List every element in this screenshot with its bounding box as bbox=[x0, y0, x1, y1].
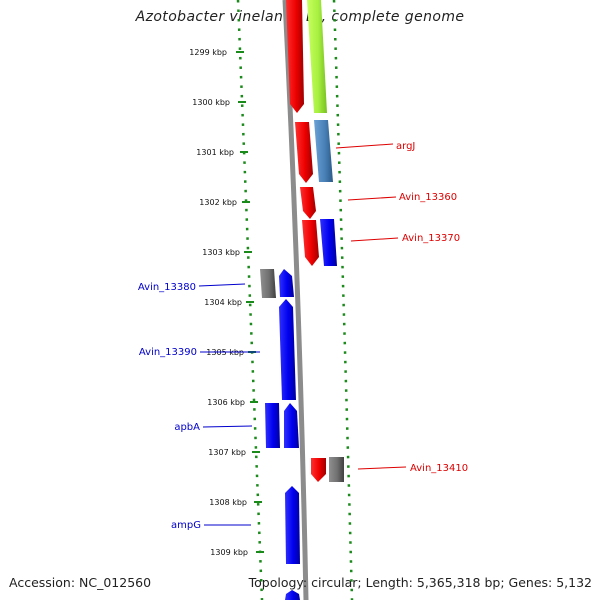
gene-label-avin-13410: Avin_13410 bbox=[410, 463, 468, 474]
gene-arrow-forward bbox=[279, 299, 296, 400]
tick-label: 1307 kbp bbox=[208, 448, 246, 457]
gene-arrow-reverse bbox=[286, 0, 304, 113]
gene-arrow-forward bbox=[285, 486, 300, 564]
tick-label: 1303 kbp bbox=[202, 248, 240, 257]
gene-arrow-reverse bbox=[302, 220, 319, 266]
gene-block-lime bbox=[307, 0, 327, 113]
tick-label: 1300 kbp bbox=[192, 98, 230, 107]
tick-label: 1301 kbp bbox=[196, 148, 234, 157]
tick-label: 1309 kbp bbox=[210, 548, 248, 557]
gene-arrow-forward bbox=[279, 269, 294, 297]
gene-label-apbA: apbA bbox=[174, 422, 200, 433]
accession-text: Accession: NC_012560 bbox=[9, 575, 152, 590]
tick-label: 1302 kbp bbox=[199, 198, 237, 207]
gene-label-argJ: argJ bbox=[396, 141, 415, 152]
gene-arrow-forward bbox=[284, 403, 299, 448]
gene-arrow-reverse bbox=[295, 122, 313, 183]
gene-arrow-reverse bbox=[311, 458, 326, 482]
leader-lines bbox=[198, 143, 407, 526]
genome-summary-text: Topology: circular; Length: 5,365,318 bp… bbox=[248, 575, 592, 590]
gene-arrow-forward bbox=[285, 590, 300, 600]
gene-arrow-reverse bbox=[300, 187, 316, 219]
gene-block-blue bbox=[320, 219, 337, 266]
gene-block-grey bbox=[260, 269, 276, 298]
gene-label-avin-13390: Avin_13390 bbox=[139, 347, 197, 358]
gene-label-avin-13380: Avin_13380 bbox=[138, 282, 196, 293]
gene-label-avin-13370: Avin_13370 bbox=[402, 233, 460, 244]
gene-label-ampG: ampG bbox=[171, 520, 201, 531]
gene-block-steelblue bbox=[314, 120, 333, 182]
gene-block-grey bbox=[329, 457, 344, 482]
tick-label: 1306 kbp bbox=[207, 398, 245, 407]
tick-labels: 1299 kbp 1300 kbp 1301 kbp 1302 kbp 1303… bbox=[189, 48, 248, 557]
gene-label-avin-13360: Avin_13360 bbox=[399, 192, 457, 203]
tick-label: 1304 kbp bbox=[204, 298, 242, 307]
ring-right bbox=[332, 0, 354, 600]
tick-label: 1299 kbp bbox=[189, 48, 227, 57]
gene-block-blue bbox=[265, 403, 280, 448]
tick-label: 1308 kbp bbox=[209, 498, 247, 507]
genome-backbone bbox=[282, 0, 309, 600]
